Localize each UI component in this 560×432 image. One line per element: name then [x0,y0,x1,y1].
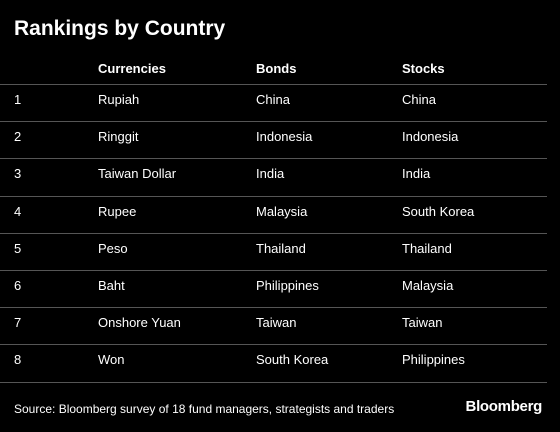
row-divider [0,158,547,159]
column-header: Bonds [256,61,297,76]
table-cell: Taiwan Dollar [98,166,177,182]
table-cell: Indonesia [256,129,313,145]
row-divider [0,84,547,85]
rank-cell: 7 [14,315,22,331]
table-cell: Taiwan [402,315,443,331]
table-cell: India [402,166,431,182]
table-cell: Indonesia [402,129,459,145]
table-cell: South Korea [402,203,475,219]
row-divider [0,382,547,383]
table-cell: Ringgit [98,129,139,145]
table-cell: China [402,92,436,107]
row-divider [0,270,547,271]
table-cell: Malaysia [256,203,308,219]
rank-cell: 1 [14,92,22,107]
table-cell: Baht [98,278,125,293]
row-divider [0,307,547,308]
rank-cell: 5 [14,240,22,256]
table-cell: India [256,166,285,182]
table-cell: Peso [98,240,128,256]
rank-cell: 4 [14,203,22,219]
rank-cell: 3 [14,166,22,182]
rank-cell: 2 [14,129,22,145]
table-cell: Philippines [402,352,465,368]
table-cell: Malaysia [402,278,454,293]
table-cell: Philippines [256,278,319,293]
row-divider [0,233,547,234]
column-header: Stocks [402,61,445,76]
rank-cell: 6 [14,278,22,293]
table-cell: Rupiah [98,92,140,107]
source-note: Source: Bloomberg survey of 18 fund mana… [14,402,395,416]
row-divider [0,121,547,122]
column-header: Currencies [98,61,166,76]
table-cell: Rupee [98,203,137,219]
table-cell: China [256,92,290,107]
table-cell: Onshore Yuan [98,315,181,331]
table-cell: Thailand [256,240,306,256]
table-cell: South Korea [256,352,329,368]
table-cell: Thailand [402,240,452,256]
table-cell: Won [98,352,125,368]
brand-logo: Bloomberg [465,398,543,415]
row-divider [0,196,547,197]
row-divider [0,344,547,345]
rank-cell: 8 [14,352,22,368]
table-cell: Taiwan [256,315,297,331]
title: Rankings by Country [14,17,226,40]
